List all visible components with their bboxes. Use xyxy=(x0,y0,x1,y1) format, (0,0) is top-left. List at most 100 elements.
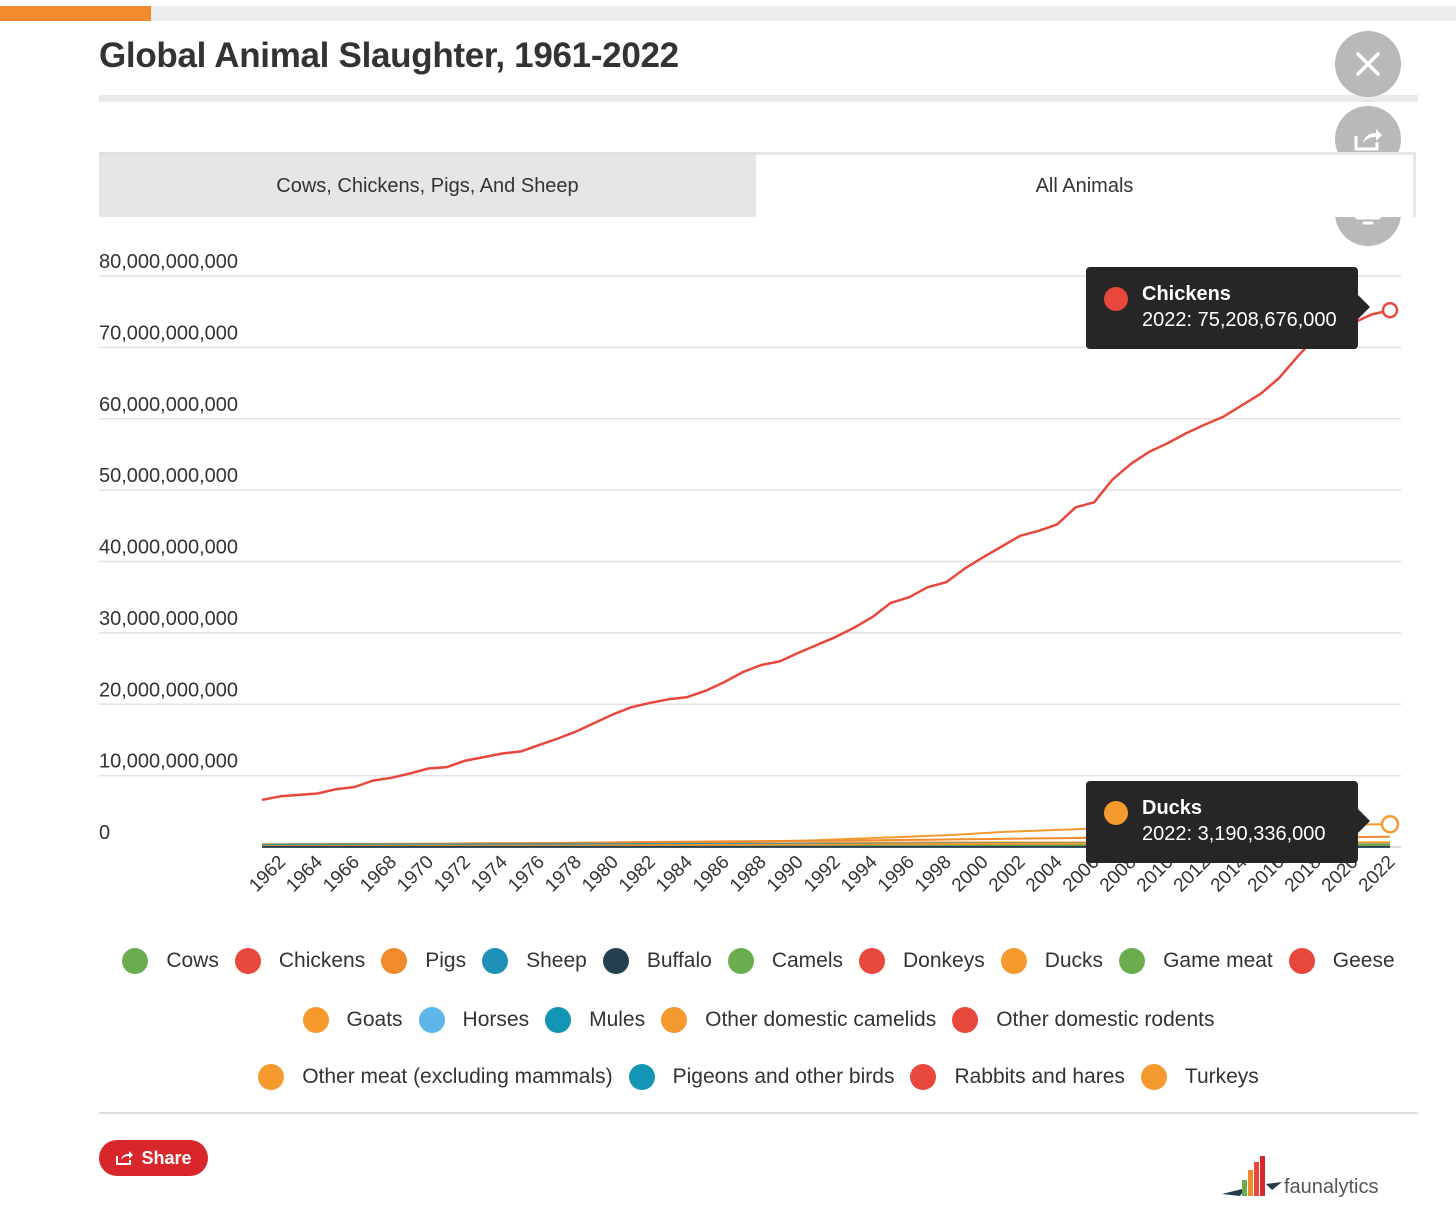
legend-item-other-domestic-camelids[interactable]: Other domestic camelids xyxy=(661,1007,936,1033)
x-tick-label: 1984 xyxy=(652,851,697,896)
legend-dot xyxy=(1000,948,1027,974)
tooltip-chickens-dot xyxy=(1104,287,1128,311)
legend-item-game-meat[interactable]: Game meat xyxy=(1119,948,1273,974)
legend-item-horses[interactable]: Horses xyxy=(418,1007,530,1033)
legend-item-sheep[interactable]: Sheep xyxy=(482,948,587,974)
legend-item-geese[interactable]: Geese xyxy=(1288,948,1395,974)
x-tick-label: 1986 xyxy=(689,852,734,897)
x-tick-label: 1998 xyxy=(911,852,956,897)
legend-label: Geese xyxy=(1332,949,1395,972)
footer-divider xyxy=(99,1112,1418,1114)
y-tick-label: 70,000,000,000 xyxy=(99,322,238,344)
x-tick-label: 1988 xyxy=(726,852,771,897)
close-button[interactable] xyxy=(1335,31,1401,97)
legend-dot xyxy=(302,1007,329,1033)
share-icon xyxy=(116,1151,134,1165)
legend-label: Goats xyxy=(346,1008,403,1031)
legend-label: Ducks xyxy=(1044,949,1104,972)
legend-label: Other domestic camelids xyxy=(705,1008,937,1031)
legend-dot xyxy=(910,1064,937,1090)
legend-dot xyxy=(258,1064,285,1090)
legend-label: Cows xyxy=(166,949,219,972)
tooltip-chickens-name: Chickens xyxy=(1142,283,1231,305)
brand-name: faunalytics xyxy=(1284,1176,1379,1198)
legend-item-pigs[interactable]: Pigs xyxy=(381,948,466,974)
legend-dot xyxy=(418,1007,445,1033)
legend-label: Turkeys xyxy=(1184,1065,1259,1088)
share-icon xyxy=(1354,129,1382,151)
tooltip-ducks-name: Ducks xyxy=(1142,797,1203,819)
legend-item-other-domestic-rodents[interactable]: Other domestic rodents xyxy=(952,1007,1214,1033)
y-tick-label: 0 xyxy=(99,822,110,844)
legend-item-camels[interactable]: Camels xyxy=(727,948,843,974)
legend-label: Game meat xyxy=(1163,949,1273,972)
tooltip-chickens: Chickens 2022: 75,208,676,000 xyxy=(1086,267,1370,349)
legend-label: Donkeys xyxy=(903,949,985,972)
tooltip-ducks-dot xyxy=(1104,801,1128,825)
legend-item-mules[interactable]: Mules xyxy=(545,1007,645,1033)
x-tick-label: 1992 xyxy=(800,852,845,897)
legend-dot xyxy=(122,948,149,974)
legend-label: Camels xyxy=(771,949,843,972)
legend-label: Horses xyxy=(462,1008,530,1031)
legend-item-buffalo[interactable]: Buffalo xyxy=(602,948,712,974)
legend-label: Pigeons and other birds xyxy=(672,1065,895,1088)
legend-dot xyxy=(234,948,261,974)
y-tick-label: 60,000,000,000 xyxy=(99,394,238,416)
x-tick-label: 2022 xyxy=(1355,852,1400,897)
x-tick-label: 2000 xyxy=(948,852,993,897)
legend-label: Mules xyxy=(589,1008,646,1031)
hover-marker-chickens xyxy=(1381,301,1399,319)
legend-dot xyxy=(1119,948,1146,974)
progress-bar-fill xyxy=(0,6,152,21)
x-tick-label: 1982 xyxy=(615,852,660,897)
x-tick-label: 2002 xyxy=(985,852,1030,897)
legend-item-donkeys[interactable]: Donkeys xyxy=(859,948,985,974)
x-tick-label: 1972 xyxy=(430,852,475,897)
x-tick-label: 2004 xyxy=(1022,851,1067,896)
legend-dot xyxy=(602,948,629,974)
legend-item-turkeys[interactable]: Turkeys xyxy=(1140,1064,1259,1090)
share-button[interactable]: Share xyxy=(99,1140,208,1176)
tooltip-ducks-value: 2022: 3,190,336,000 xyxy=(1142,823,1326,845)
series-line-chickens xyxy=(261,308,1391,802)
legend-dot xyxy=(1288,948,1315,974)
legend-dot xyxy=(545,1007,572,1033)
tooltip-ducks: Ducks 2022: 3,190,336,000 xyxy=(1086,781,1370,863)
legend-row: Goats Horses Mules Other domestic camelids O… xyxy=(99,1007,1418,1033)
legend-dot xyxy=(859,948,885,974)
page-title: Global Animal Slaughter, 1961-2022 xyxy=(99,36,679,75)
y-tick-label: 20,000,000,000 xyxy=(99,679,238,701)
legend-dot xyxy=(727,948,754,974)
y-tick-label: 40,000,000,000 xyxy=(99,537,238,559)
legend-item-ducks[interactable]: Ducks xyxy=(1000,948,1104,974)
legend-label: Other meat (excluding mammals) xyxy=(302,1065,613,1088)
tab-cows-chickens-pigs-sheep[interactable]: Cows, Chickens, Pigs, And Sheep xyxy=(99,152,756,217)
legend-dot xyxy=(952,1007,979,1033)
legend-item-rabbits-and-hares[interactable]: Rabbits and hares xyxy=(910,1064,1125,1090)
tab-all-animals[interactable]: All Animals xyxy=(756,152,1416,217)
x-tick-label: 1990 xyxy=(763,852,808,897)
legend-label: Rabbits and hares xyxy=(954,1065,1125,1088)
legend-label: Buffalo xyxy=(646,949,712,972)
legend-label: Chickens xyxy=(278,949,366,972)
legend-label: Other domestic rodents xyxy=(996,1008,1215,1031)
legend-item-goats[interactable]: Goats xyxy=(302,1007,403,1033)
y-tick-label: 80,000,000,000 xyxy=(99,251,238,273)
brand-logo: faunalytics xyxy=(1220,1150,1395,1202)
close-icon xyxy=(1356,52,1380,76)
legend-item-pigeons-and-other-birds[interactable]: Pigeons and other birds xyxy=(628,1064,895,1090)
tab-bar: Cows, Chickens, Pigs, And Sheep All Anim… xyxy=(99,152,1416,217)
x-tick-label: 1994 xyxy=(837,851,882,896)
legend-dot xyxy=(381,948,408,974)
legend-item-other-meat-excluding-mammals[interactable]: Other meat (excluding mammals) xyxy=(258,1064,613,1090)
legend-dot xyxy=(661,1007,688,1033)
x-tick-label: 1962 xyxy=(245,852,290,897)
y-tick-label: 10,000,000,000 xyxy=(99,751,238,773)
legend-item-cows[interactable]: Cows xyxy=(122,948,219,974)
legend-item-chickens[interactable]: Chickens xyxy=(234,948,366,974)
x-tick-label: 1974 xyxy=(467,851,512,896)
y-tick-label: 50,000,000,000 xyxy=(99,465,238,487)
x-tick-label: 1996 xyxy=(874,852,919,897)
x-tick-label: 1978 xyxy=(541,852,586,897)
